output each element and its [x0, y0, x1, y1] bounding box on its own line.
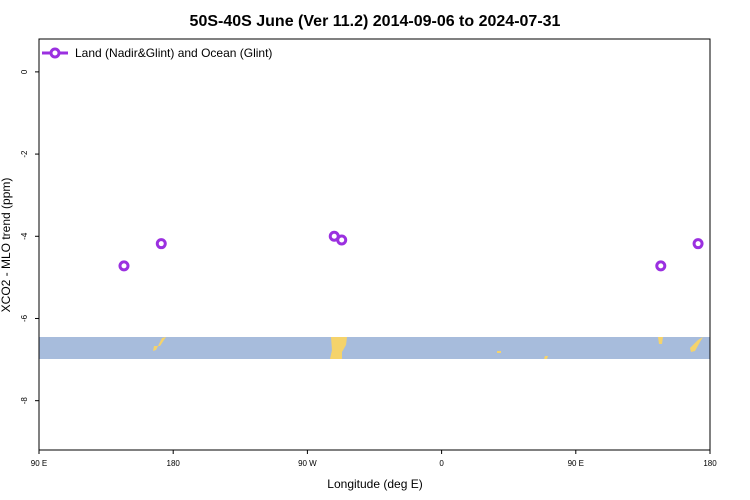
legend: Land (Nadir&Glint) and Ocean (Glint): [42, 46, 272, 60]
y-tick-label: -2: [20, 150, 29, 158]
y-tick-label: -4: [20, 232, 29, 240]
data-point: [336, 234, 348, 246]
x-tick-label: 180: [167, 459, 181, 468]
land-patch: [544, 356, 548, 359]
y-tick-label: 0: [20, 69, 29, 74]
y-axis-label: XCO2 - MLO trend (ppm): [0, 178, 13, 313]
data-point: [155, 238, 167, 250]
y-axis: 0 -2 -4 -6 -8: [20, 69, 39, 404]
land-patch: [153, 337, 166, 351]
land-patch: [690, 337, 703, 352]
x-tick-label: 90 E: [31, 459, 47, 468]
plot-frame: [38, 38, 711, 451]
land-patch: [330, 337, 347, 359]
map-strip: [39, 337, 710, 359]
x-axis-label: Longitude (deg E): [327, 477, 422, 491]
land-patch: [497, 351, 501, 353]
x-tick-label: 180: [703, 459, 717, 468]
y-tick-label: -6: [20, 314, 29, 322]
x-tick-label: 0: [439, 459, 444, 468]
data-point: [692, 238, 704, 250]
ocean-band: [39, 337, 710, 359]
y-tick-label: -8: [20, 397, 29, 405]
chart-title: 50S-40S June (Ver 11.2) 2014-09-06 to 20…: [190, 13, 561, 30]
x-tick-label: 90 E: [568, 459, 584, 468]
x-tick-label: 90 W: [298, 459, 317, 468]
data-point: [655, 260, 667, 272]
legend-marker: [49, 47, 61, 59]
data-point: [118, 260, 130, 272]
legend-label: Land (Nadir&Glint) and Ocean (Glint): [75, 46, 272, 60]
land-patches: [120, 337, 703, 359]
x-axis: 90 E 180 90 W 0 90 E 180: [31, 450, 717, 468]
land-patch: [658, 337, 663, 344]
data-points: [118, 230, 704, 272]
